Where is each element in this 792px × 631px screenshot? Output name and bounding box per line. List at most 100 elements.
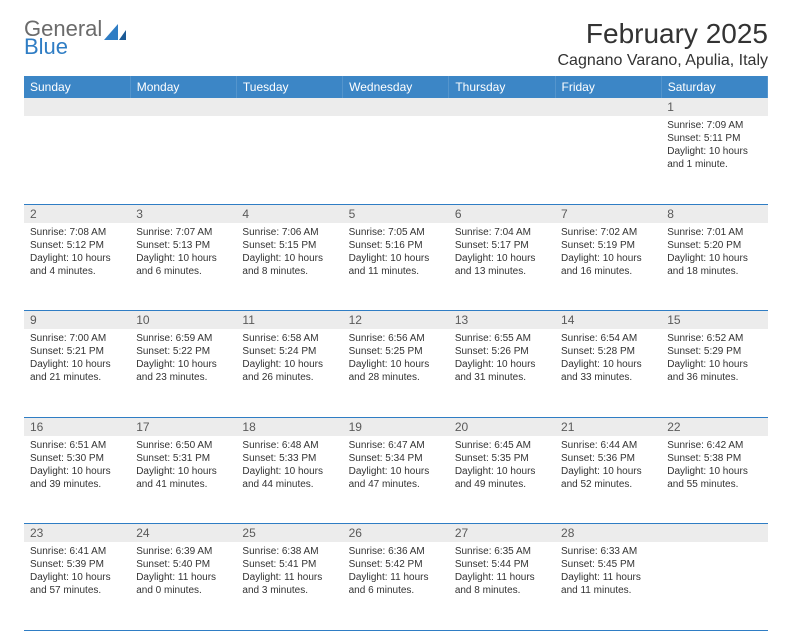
day-cell: Sunrise: 6:35 AMSunset: 5:44 PMDaylight:… bbox=[449, 542, 555, 630]
day-cell-body: Sunrise: 6:58 AMSunset: 5:24 PMDaylight:… bbox=[236, 329, 342, 390]
day-cell: Sunrise: 6:48 AMSunset: 5:33 PMDaylight:… bbox=[236, 436, 342, 524]
day-cell bbox=[555, 116, 661, 204]
day-cell bbox=[449, 116, 555, 204]
day-number-cell bbox=[449, 98, 555, 116]
day-cell-body: Sunrise: 7:05 AMSunset: 5:16 PMDaylight:… bbox=[343, 223, 449, 284]
day-cell-body: Sunrise: 6:47 AMSunset: 5:34 PMDaylight:… bbox=[343, 436, 449, 497]
day-cell-body: Sunrise: 7:09 AMSunset: 5:11 PMDaylight:… bbox=[661, 116, 767, 177]
sunset-text: Sunset: 5:24 PM bbox=[242, 345, 336, 358]
logo: GeneralBlue bbox=[24, 18, 126, 58]
month-title: February 2025 bbox=[557, 18, 768, 50]
sunset-text: Sunset: 5:44 PM bbox=[455, 558, 549, 571]
day-cell: Sunrise: 6:52 AMSunset: 5:29 PMDaylight:… bbox=[661, 329, 767, 417]
day-cell: Sunrise: 7:08 AMSunset: 5:12 PMDaylight:… bbox=[24, 223, 130, 311]
day-cell-body: Sunrise: 6:55 AMSunset: 5:26 PMDaylight:… bbox=[449, 329, 555, 390]
day-cell-body: Sunrise: 6:39 AMSunset: 5:40 PMDaylight:… bbox=[130, 542, 236, 603]
sunset-text: Sunset: 5:41 PM bbox=[242, 558, 336, 571]
daylight-text: Daylight: 10 hours and 33 minutes. bbox=[561, 358, 655, 384]
day-cell: Sunrise: 6:51 AMSunset: 5:30 PMDaylight:… bbox=[24, 436, 130, 524]
week-row: Sunrise: 6:51 AMSunset: 5:30 PM Daylight:… bbox=[24, 436, 768, 524]
sunset-text: Sunset: 5:16 PM bbox=[349, 239, 443, 252]
sunrise-text: Sunrise: 6:50 AM bbox=[136, 439, 230, 452]
day-cell-body: Sunrise: 7:07 AMSunset: 5:13 PMDaylight:… bbox=[130, 223, 236, 284]
day-number-cell: 13 bbox=[449, 311, 555, 330]
day-number-cell bbox=[343, 98, 449, 116]
day-cell-body: Sunrise: 6:59 AMSunset: 5:22 PMDaylight:… bbox=[130, 329, 236, 390]
weekday-header: Thursday bbox=[449, 76, 555, 98]
logo-sail-icon bbox=[104, 24, 126, 40]
calendar-page: GeneralBlue February 2025 Cagnano Varano… bbox=[0, 0, 792, 631]
sunrise-text: Sunrise: 7:01 AM bbox=[667, 226, 761, 239]
daylight-text: Daylight: 10 hours and 41 minutes. bbox=[136, 465, 230, 491]
sunrise-text: Sunrise: 6:41 AM bbox=[30, 545, 124, 558]
sunrise-text: Sunrise: 7:05 AM bbox=[349, 226, 443, 239]
day-number-cell: 12 bbox=[343, 311, 449, 330]
weekday-header: Monday bbox=[130, 76, 236, 98]
day-number-cell bbox=[130, 98, 236, 116]
day-cell bbox=[236, 116, 342, 204]
day-cell: Sunrise: 6:47 AMSunset: 5:34 PMDaylight:… bbox=[343, 436, 449, 524]
day-cell-body: Sunrise: 7:01 AMSunset: 5:20 PMDaylight:… bbox=[661, 223, 767, 284]
day-cell-body: Sunrise: 7:02 AMSunset: 5:19 PMDaylight:… bbox=[555, 223, 661, 284]
day-number-row: 232425262728 bbox=[24, 524, 768, 543]
sunrise-text: Sunrise: 6:39 AM bbox=[136, 545, 230, 558]
sunrise-text: Sunrise: 6:55 AM bbox=[455, 332, 549, 345]
daylight-text: Daylight: 11 hours and 8 minutes. bbox=[455, 571, 549, 597]
weekday-header-row: Sunday Monday Tuesday Wednesday Thursday… bbox=[24, 76, 768, 98]
daylight-text: Daylight: 10 hours and 21 minutes. bbox=[30, 358, 124, 384]
sunrise-text: Sunrise: 6:38 AM bbox=[242, 545, 336, 558]
sunrise-text: Sunrise: 6:59 AM bbox=[136, 332, 230, 345]
sunrise-text: Sunrise: 7:09 AM bbox=[667, 119, 761, 132]
sunset-text: Sunset: 5:30 PM bbox=[30, 452, 124, 465]
sunrise-text: Sunrise: 6:45 AM bbox=[455, 439, 549, 452]
calendar-table: Sunday Monday Tuesday Wednesday Thursday… bbox=[24, 76, 768, 631]
daylight-text: Daylight: 10 hours and 4 minutes. bbox=[30, 252, 124, 278]
day-cell: Sunrise: 6:50 AMSunset: 5:31 PMDaylight:… bbox=[130, 436, 236, 524]
sunset-text: Sunset: 5:12 PM bbox=[30, 239, 124, 252]
sunset-text: Sunset: 5:20 PM bbox=[667, 239, 761, 252]
day-cell: Sunrise: 6:44 AMSunset: 5:36 PMDaylight:… bbox=[555, 436, 661, 524]
day-cell bbox=[130, 116, 236, 204]
sunrise-text: Sunrise: 6:58 AM bbox=[242, 332, 336, 345]
daylight-text: Daylight: 10 hours and 49 minutes. bbox=[455, 465, 549, 491]
day-cell-body: Sunrise: 6:52 AMSunset: 5:29 PMDaylight:… bbox=[661, 329, 767, 390]
day-cell-body: Sunrise: 7:04 AMSunset: 5:17 PMDaylight:… bbox=[449, 223, 555, 284]
day-number-row: 9101112131415 bbox=[24, 311, 768, 330]
day-cell-body: Sunrise: 6:54 AMSunset: 5:28 PMDaylight:… bbox=[555, 329, 661, 390]
sunrise-text: Sunrise: 7:06 AM bbox=[242, 226, 336, 239]
day-cell: Sunrise: 6:54 AMSunset: 5:28 PMDaylight:… bbox=[555, 329, 661, 417]
daylight-text: Daylight: 10 hours and 36 minutes. bbox=[667, 358, 761, 384]
day-cell: Sunrise: 6:55 AMSunset: 5:26 PMDaylight:… bbox=[449, 329, 555, 417]
sunset-text: Sunset: 5:33 PM bbox=[242, 452, 336, 465]
sunrise-text: Sunrise: 7:07 AM bbox=[136, 226, 230, 239]
day-cell-body: Sunrise: 7:08 AMSunset: 5:12 PMDaylight:… bbox=[24, 223, 130, 284]
day-number-cell: 24 bbox=[130, 524, 236, 543]
day-number-cell: 1 bbox=[661, 98, 767, 116]
sunset-text: Sunset: 5:17 PM bbox=[455, 239, 549, 252]
day-cell-body: Sunrise: 6:41 AMSunset: 5:39 PMDaylight:… bbox=[24, 542, 130, 603]
weekday-header: Saturday bbox=[661, 76, 767, 98]
day-cell: Sunrise: 7:00 AMSunset: 5:21 PMDaylight:… bbox=[24, 329, 130, 417]
day-number-cell bbox=[555, 98, 661, 116]
sunset-text: Sunset: 5:22 PM bbox=[136, 345, 230, 358]
sunrise-text: Sunrise: 6:54 AM bbox=[561, 332, 655, 345]
daylight-text: Daylight: 10 hours and 55 minutes. bbox=[667, 465, 761, 491]
day-cell: Sunrise: 7:09 AMSunset: 5:11 PMDaylight:… bbox=[661, 116, 767, 204]
location-label: Cagnano Varano, Apulia, Italy bbox=[557, 52, 768, 70]
day-number-cell: 18 bbox=[236, 417, 342, 436]
daylight-text: Daylight: 11 hours and 3 minutes. bbox=[242, 571, 336, 597]
daylight-text: Daylight: 10 hours and 1 minute. bbox=[667, 145, 761, 171]
day-cell: Sunrise: 6:59 AMSunset: 5:22 PMDaylight:… bbox=[130, 329, 236, 417]
sunset-text: Sunset: 5:34 PM bbox=[349, 452, 443, 465]
day-cell: Sunrise: 6:41 AMSunset: 5:39 PMDaylight:… bbox=[24, 542, 130, 630]
day-cell: Sunrise: 6:33 AMSunset: 5:45 PMDaylight:… bbox=[555, 542, 661, 630]
sunrise-text: Sunrise: 6:52 AM bbox=[667, 332, 761, 345]
sunset-text: Sunset: 5:35 PM bbox=[455, 452, 549, 465]
sunset-text: Sunset: 5:26 PM bbox=[455, 345, 549, 358]
day-cell: Sunrise: 6:56 AMSunset: 5:25 PMDaylight:… bbox=[343, 329, 449, 417]
day-cell bbox=[343, 116, 449, 204]
day-number-cell: 8 bbox=[661, 204, 767, 223]
sunrise-text: Sunrise: 6:33 AM bbox=[561, 545, 655, 558]
sunrise-text: Sunrise: 6:51 AM bbox=[30, 439, 124, 452]
sunset-text: Sunset: 5:42 PM bbox=[349, 558, 443, 571]
